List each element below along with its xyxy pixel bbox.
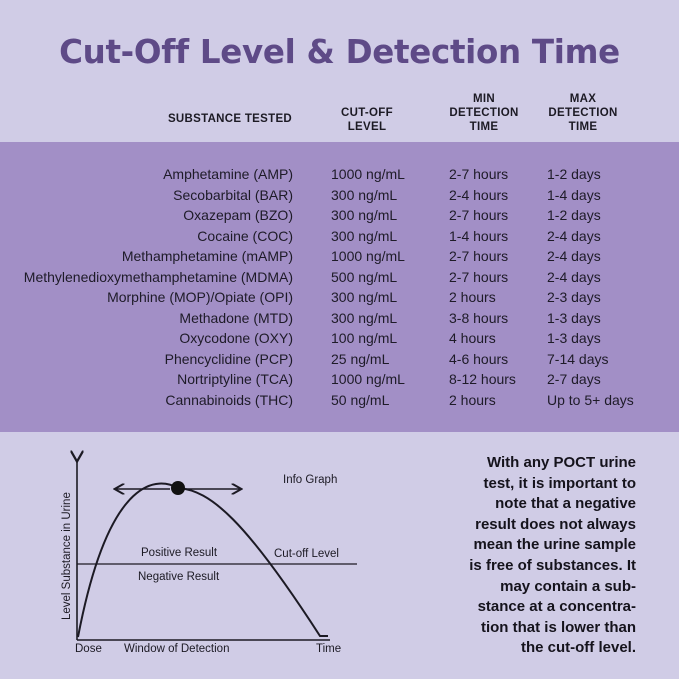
- min-time-cell: 2-7 hours: [449, 248, 509, 265]
- table-row: Nortriptyline (TCA) 1000 ng/mL 8-12 hour…: [0, 369, 679, 390]
- min-time-cell: 8-12 hours: [449, 371, 516, 388]
- note-line: result does not always: [475, 515, 636, 533]
- note-line: stance at a concentra-: [477, 598, 636, 616]
- substance-cell: Methamphetamine (mAMP): [121, 248, 293, 265]
- cutoff-cell: 50 ng/mL: [331, 392, 390, 409]
- page-title: Cut-Off Level & Detection Time: [59, 33, 620, 71]
- table-row: Secobarbital (BAR) 300 ng/mL 2-4 hours 1…: [0, 185, 679, 206]
- table-row: Methamphetamine (mAMP) 1000 ng/mL 2-7 ho…: [0, 246, 679, 267]
- substance-cell: Nortriptyline (TCA): [177, 371, 293, 388]
- note-line: tion that is lower than: [480, 618, 636, 636]
- max-time-cell: 2-7 days: [547, 371, 601, 388]
- substance-cell: Methylenedioxymethamphetamine (MDMA): [23, 268, 293, 285]
- header-min-line-1: MIN: [473, 93, 495, 105]
- cutoff-level-label: Cut-off Level: [274, 548, 339, 560]
- max-time-cell: 1-3 days: [547, 330, 601, 347]
- table-band: [0, 142, 679, 432]
- header-max-line-1: MAX: [569, 93, 597, 105]
- min-time-cell: 2-7 hours: [449, 166, 509, 182]
- header-cutoff-line-2: LEVEL: [347, 121, 387, 133]
- concentration-curve: [77, 482, 328, 638]
- cutoff-cell: 1000 ng/mL: [331, 248, 405, 265]
- max-time-cell: 2-4 days: [547, 268, 601, 285]
- table-row: Phencyclidine (PCP) 25 ng/mL 4-6 hours 7…: [0, 349, 679, 370]
- cutoff-cell: 300 ng/mL: [331, 309, 398, 326]
- max-time-cell: 2-4 days: [547, 248, 601, 265]
- substance-cell: Morphine (MOP)/Opiate (OPI): [107, 289, 293, 306]
- min-time-cell: 2-7 hours: [449, 268, 509, 285]
- cutoff-cell: 500 ng/mL: [331, 268, 398, 285]
- peak-dot: [171, 481, 185, 495]
- min-time-cell: 2 hours: [449, 392, 496, 409]
- detection-table: Amphetamine (AMP) 1000 ng/mL 2-7 hours 1…: [0, 164, 679, 411]
- header-min-line-3: TIME: [469, 121, 499, 133]
- table-row: Cocaine (COC) 300 ng/mL 1-4 hours 2-4 da…: [0, 226, 679, 247]
- table-row: Cannabinoids (THC) 50 ng/mL 2 hours Up t…: [0, 390, 679, 411]
- header-max-line-2: DETECTION: [548, 107, 618, 119]
- substance-cell: Oxycodone (OXY): [179, 330, 293, 347]
- table-row: Amphetamine (AMP) 1000 ng/mL 2-7 hours 1…: [0, 164, 679, 185]
- table-row: Methylenedioxymethamphetamine (MDMA) 500…: [0, 267, 679, 288]
- cutoff-cell: 300 ng/mL: [331, 207, 398, 224]
- substance-cell: Secobarbital (BAR): [173, 186, 293, 203]
- max-time-cell: 1-4 days: [547, 186, 601, 203]
- table-row: Morphine (MOP)/Opiate (OPI) 300 ng/mL 2 …: [0, 287, 679, 308]
- max-time-cell: 2-3 days: [547, 289, 601, 306]
- header-substance: SUBSTANCE TESTED: [150, 112, 310, 126]
- substance-cell: Phencyclidine (PCP): [164, 350, 293, 367]
- note-line: is free of substances. It: [469, 556, 636, 574]
- max-time-cell: 1-2 days: [547, 207, 601, 224]
- dose-label: Dose: [75, 643, 102, 655]
- max-time-cell: 1-2 days: [547, 166, 601, 182]
- detection-info-graph: Info Graph Positive Result Negative Resu…: [61, 440, 357, 655]
- note-line: test, it is important to: [483, 474, 636, 492]
- cutoff-cell: 100 ng/mL: [331, 330, 398, 347]
- max-time-cell: 2-4 days: [547, 227, 601, 244]
- cutoff-cell: 300 ng/mL: [331, 227, 398, 244]
- substance-cell: Amphetamine (AMP): [163, 166, 293, 182]
- substance-cell: Cocaine (COC): [197, 227, 293, 244]
- table-row: Oxazepam (BZO) 300 ng/mL 2-7 hours 1-2 d…: [0, 205, 679, 226]
- header-substance-label: SUBSTANCE TESTED: [167, 113, 293, 125]
- min-time-cell: 2-7 hours: [449, 207, 509, 224]
- header-min-detection: MIN DETECTION TIME: [438, 92, 530, 134]
- negative-result-label: Negative Result: [138, 571, 220, 583]
- note-line: the cut-off level.: [520, 639, 636, 657]
- cutoff-cell: 300 ng/mL: [331, 186, 398, 203]
- cutoff-cell: 300 ng/mL: [331, 289, 398, 306]
- note-line: mean the urine sample: [473, 536, 636, 554]
- max-time-cell: Up to 5+ days: [547, 392, 634, 409]
- min-time-cell: 2-4 hours: [449, 186, 509, 203]
- cutoff-cell: 1000 ng/mL: [331, 371, 405, 388]
- table-row: Methadone (MTD) 300 ng/mL 3-8 hours 1-3 …: [0, 308, 679, 329]
- substance-cell: Oxazepam (BZO): [183, 207, 293, 224]
- negative-result-note: With any POCT urine test, it is importan…: [444, 453, 636, 659]
- cutoff-cell: 1000 ng/mL: [331, 166, 405, 182]
- header-max-line-3: TIME: [568, 121, 598, 133]
- header-cutoff-line-1: CUT-OFF: [341, 107, 393, 119]
- min-time-cell: 4-6 hours: [449, 350, 509, 367]
- substance-cell: Methadone (MTD): [179, 309, 293, 326]
- note-line: With any POCT urine: [486, 454, 636, 471]
- header-cutoff: CUT-OFF LEVEL: [322, 106, 412, 134]
- header-max-detection: MAX DETECTION TIME: [537, 92, 629, 134]
- min-time-cell: 2 hours: [449, 289, 496, 306]
- window-of-detection-label: Window of Detection: [124, 643, 229, 655]
- min-time-cell: 3-8 hours: [449, 309, 509, 326]
- substance-cell: Cannabinoids (THC): [165, 392, 293, 409]
- min-time-cell: 1-4 hours: [449, 227, 509, 244]
- positive-result-label: Positive Result: [141, 547, 218, 559]
- max-time-cell: 7-14 days: [547, 350, 609, 367]
- note-line: note that a negative: [495, 495, 636, 513]
- min-time-cell: 4 hours: [449, 330, 496, 347]
- note-line: may contain a sub-: [500, 577, 636, 595]
- time-label: Time: [316, 643, 341, 655]
- info-graph-label: Info Graph: [283, 474, 337, 486]
- header-min-line-2: DETECTION: [449, 107, 519, 119]
- max-time-cell: 1-3 days: [547, 309, 601, 326]
- y-axis-label: Level Substance in Urine: [61, 492, 73, 620]
- cutoff-cell: 25 ng/mL: [331, 350, 390, 367]
- table-row: Oxycodone (OXY) 100 ng/mL 4 hours 1-3 da…: [0, 328, 679, 349]
